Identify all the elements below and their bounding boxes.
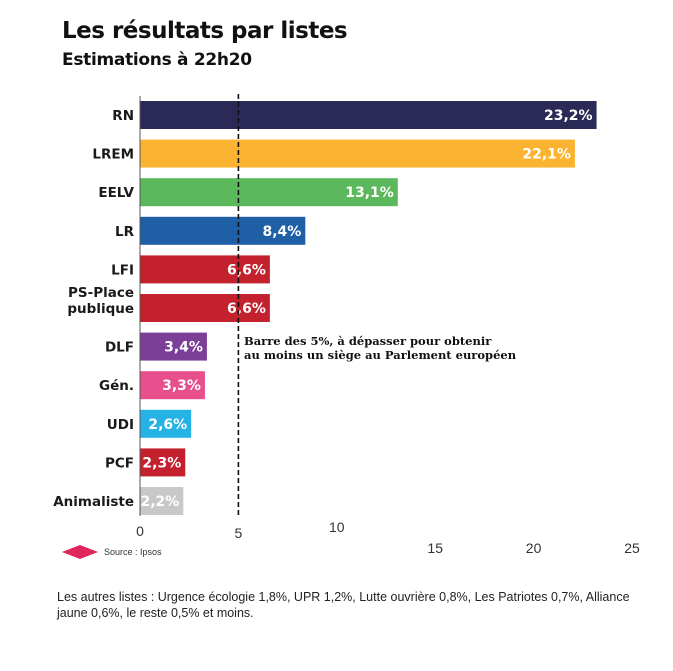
bar	[140, 448, 186, 477]
category-label: Gén.	[99, 378, 134, 394]
value-label: 6,6%	[227, 301, 266, 317]
bar	[140, 216, 306, 245]
category-label: LFI	[111, 262, 134, 278]
value-label: 2,2%	[140, 494, 179, 510]
category-label: EELV	[98, 185, 134, 201]
chart-title: Les résultats par listes	[62, 18, 348, 44]
x-tick-label: 25	[624, 540, 640, 556]
value-label: 23,2%	[544, 108, 593, 124]
category-label: Animaliste	[53, 494, 134, 510]
value-label: 2,6%	[148, 417, 187, 433]
value-label: 22,1%	[522, 147, 571, 163]
bar	[140, 178, 398, 207]
value-label: 3,4%	[164, 340, 203, 356]
category-label: PCF	[105, 455, 134, 471]
bar	[140, 409, 192, 438]
chart-subtitle: Estimations à 22h20	[62, 50, 252, 70]
threshold-annotation: Barre des 5%, à dépasser pour obtenir	[244, 334, 492, 348]
value-label: 8,4%	[262, 224, 301, 240]
bar	[140, 139, 575, 168]
bar	[140, 487, 184, 515]
category-label: LREM	[92, 147, 134, 163]
footnote: Les autres listes : Urgence écologie 1,8…	[57, 590, 630, 620]
x-tick-label: 10	[329, 519, 345, 535]
source-label: Source : Ipsos	[104, 547, 162, 557]
bar	[140, 371, 205, 400]
category-label: PS-Place publique	[67, 285, 134, 317]
bar	[140, 332, 207, 361]
x-tick-label: 5	[235, 525, 243, 541]
x-tick-label: 15	[427, 540, 443, 556]
bar	[140, 101, 597, 129]
source-marker-icon	[62, 545, 98, 559]
value-label: 3,3%	[162, 378, 201, 394]
threshold-annotation: au moins un siège au Parlement européen	[244, 348, 517, 362]
category-label: LR	[115, 224, 135, 240]
bar	[140, 255, 270, 284]
bar-chart: 23,2% RN 22,1% LREM 13,1% EELV 8,4% LR 6,6% LFI 6,…	[53, 94, 640, 559]
bar	[140, 294, 270, 322]
value-label: 6,6%	[227, 262, 266, 278]
x-tick-label: 20	[526, 540, 542, 556]
value-label: 13,1%	[345, 185, 394, 201]
value-label: 2,3%	[142, 455, 181, 471]
category-label: RN	[112, 108, 134, 124]
x-tick-label: 0	[136, 523, 144, 539]
category-label: DLF	[105, 340, 134, 356]
category-label: UDI	[107, 417, 134, 433]
